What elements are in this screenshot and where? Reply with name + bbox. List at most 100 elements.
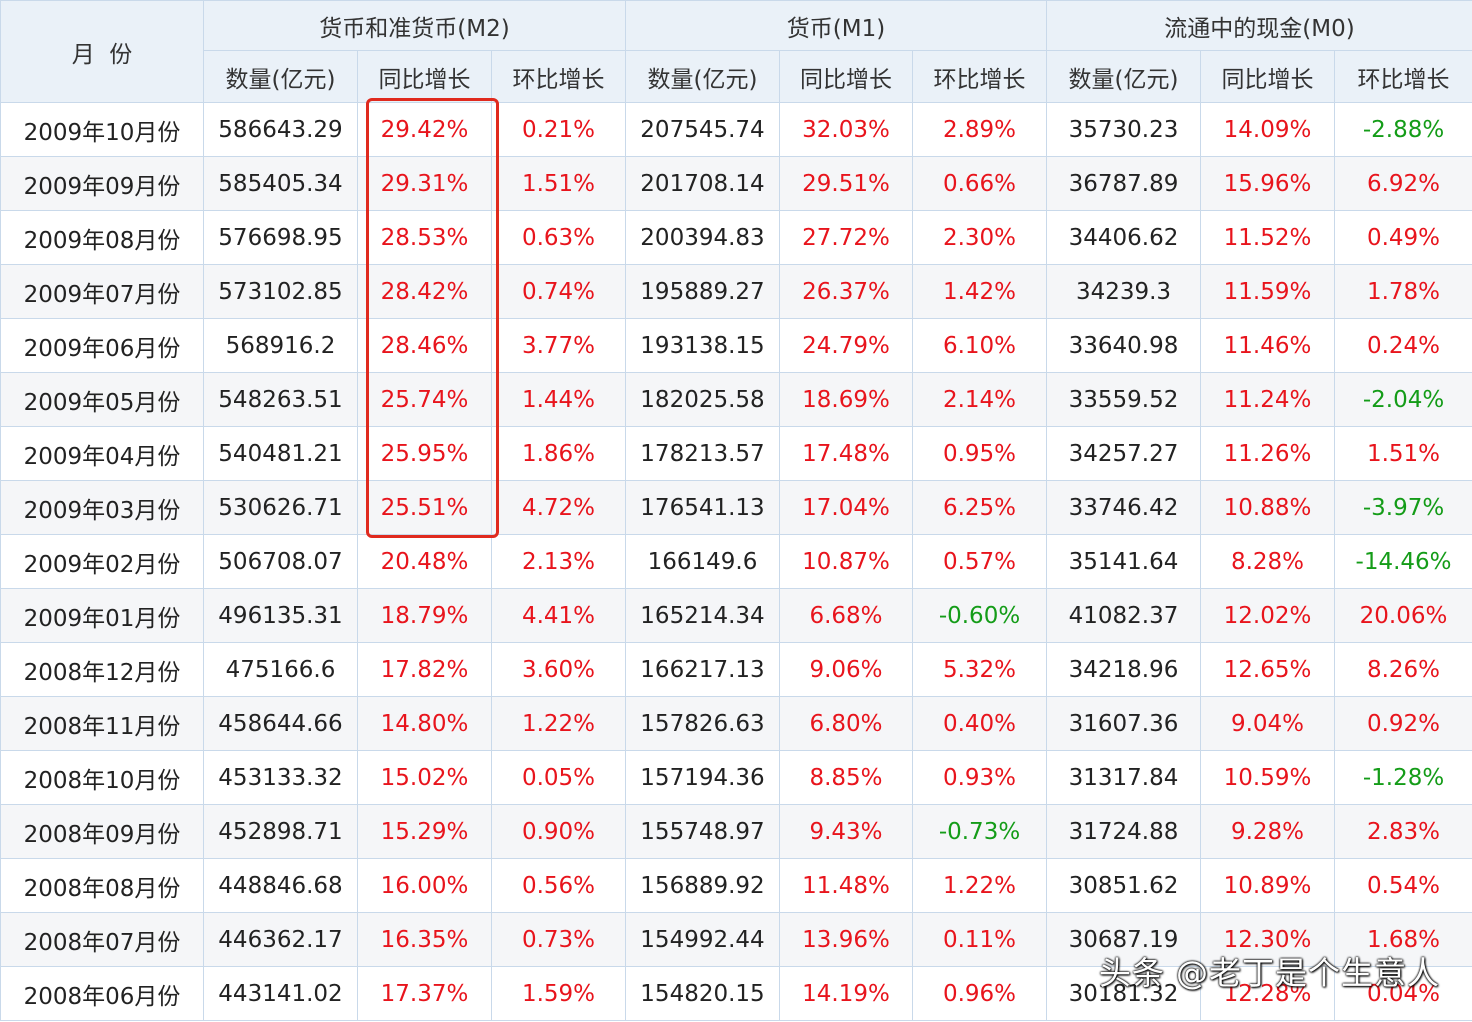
m0-yoy-cell: 12.02% <box>1200 588 1336 643</box>
m2-yoy-cell: 25.74% <box>357 372 492 427</box>
m2-quantity-header: 数量(亿元) <box>203 50 358 103</box>
m1-quantity-cell: 157194.36 <box>625 750 780 805</box>
table-row: 2008年07月份 446362.17 16.35% 0.73% 154992.44 13… <box>0 912 1472 967</box>
m1-yoy-cell: 9.43% <box>779 804 913 859</box>
m2-mom-cell: 2.13% <box>491 534 626 589</box>
m1-yoy-cell: 32.03% <box>779 102 913 157</box>
m0-quantity-cell: 31607.36 <box>1046 696 1202 751</box>
m2-quantity-cell: 576698.95 <box>203 210 358 265</box>
m2-quantity-cell: 453133.32 <box>203 750 358 805</box>
table-row: 2009年10月份 586643.29 29.42% 0.21% 207545.74 32… <box>0 102 1472 157</box>
m1-yoy-cell: 29.51% <box>779 156 913 211</box>
m1-mom-cell: -0.60% <box>911 588 1048 643</box>
m1-yoy-cell: 13.96% <box>779 912 913 967</box>
month-cell: 2009年03月份 <box>0 480 204 535</box>
m0-quantity-cell: 34239.3 <box>1046 264 1202 319</box>
m0-yoy-cell: 11.24% <box>1200 372 1336 427</box>
table-row: 2009年06月份 568916.2 28.46% 3.77% 193138.15 24.… <box>0 318 1472 373</box>
m1-mom-cell: 0.93% <box>911 750 1048 805</box>
m0-quantity-cell: 41082.37 <box>1046 588 1202 643</box>
m0-yoy-cell: 10.88% <box>1200 480 1336 535</box>
m0-mom-cell: 1.68% <box>1334 912 1472 967</box>
m0-mom-header: 环比增长 <box>1334 50 1472 103</box>
m0-group-header: 流通中的现金(M0) <box>1046 0 1472 51</box>
month-cell: 2008年07月份 <box>0 912 204 967</box>
m2-yoy-cell: 16.00% <box>357 858 492 913</box>
m1-mom-cell: 2.89% <box>911 102 1048 157</box>
m1-quantity-header: 数量(亿元) <box>625 50 780 103</box>
m0-quantity-cell: 35730.23 <box>1046 102 1202 157</box>
m2-quantity-cell: 530626.71 <box>203 480 358 535</box>
m1-quantity-cell: 154992.44 <box>625 912 780 967</box>
month-cell: 2008年08月份 <box>0 858 204 913</box>
m1-mom-cell: 2.30% <box>911 210 1048 265</box>
m0-quantity-cell: 33640.98 <box>1046 318 1202 373</box>
m2-mom-cell: 0.90% <box>491 804 626 859</box>
month-cell: 2009年01月份 <box>0 588 204 643</box>
m0-quantity-header: 数量(亿元) <box>1046 50 1202 103</box>
m1-mom-cell: 0.66% <box>911 156 1048 211</box>
month-cell: 2009年02月份 <box>0 534 204 589</box>
m0-mom-cell: -1.28% <box>1334 750 1472 805</box>
m0-yoy-header: 同比增长 <box>1200 50 1336 103</box>
month-cell: 2008年06月份 <box>0 966 204 1021</box>
m2-mom-cell: 0.56% <box>491 858 626 913</box>
m0-quantity-cell: 30851.62 <box>1046 858 1202 913</box>
m1-yoy-cell: 26.37% <box>779 264 913 319</box>
m1-mom-cell: -0.73% <box>911 804 1048 859</box>
m1-yoy-cell: 6.80% <box>779 696 913 751</box>
m0-yoy-cell: 11.26% <box>1200 426 1336 481</box>
table-row: 2009年04月份 540481.21 25.95% 1.86% 178213.57 17… <box>0 426 1472 481</box>
m1-quantity-cell: 200394.83 <box>625 210 780 265</box>
table-row: 2008年06月份 443141.02 17.37% 1.59% 154820.15 14… <box>0 966 1472 1021</box>
m1-yoy-cell: 10.87% <box>779 534 913 589</box>
month-cell: 2008年10月份 <box>0 750 204 805</box>
month-header: 月 份 <box>0 0 204 103</box>
m2-mom-cell: 1.86% <box>491 426 626 481</box>
m0-mom-cell: 8.26% <box>1334 642 1472 697</box>
m2-quantity-cell: 458644.66 <box>203 696 358 751</box>
m1-yoy-cell: 9.06% <box>779 642 913 697</box>
month-cell: 2009年06月份 <box>0 318 204 373</box>
m2-quantity-cell: 506708.07 <box>203 534 358 589</box>
m0-quantity-cell: 30181.32 <box>1046 966 1202 1021</box>
m0-yoy-cell: 15.96% <box>1200 156 1336 211</box>
m1-mom-cell: 6.10% <box>911 318 1048 373</box>
m2-mom-cell: 1.22% <box>491 696 626 751</box>
m2-yoy-cell: 28.46% <box>357 318 492 373</box>
table-row: 2008年10月份 453133.32 15.02% 0.05% 157194.36 8.… <box>0 750 1472 805</box>
m0-mom-cell: -2.04% <box>1334 372 1472 427</box>
m0-yoy-cell: 12.65% <box>1200 642 1336 697</box>
m2-yoy-cell: 28.53% <box>357 210 492 265</box>
table-body: 2009年10月份 586643.29 29.42% 0.21% 207545.74 32… <box>0 102 1472 1021</box>
m2-quantity-cell: 448846.68 <box>203 858 358 913</box>
table-row: 2008年12月份 475166.6 17.82% 3.60% 166217.13 9.0… <box>0 642 1472 697</box>
month-cell: 2009年08月份 <box>0 210 204 265</box>
m0-yoy-cell: 11.52% <box>1200 210 1336 265</box>
m0-yoy-cell: 10.89% <box>1200 858 1336 913</box>
table-row: 2008年09月份 452898.71 15.29% 0.90% 155748.97 9.… <box>0 804 1472 859</box>
m1-quantity-cell: 154820.15 <box>625 966 780 1021</box>
m1-quantity-cell: 193138.15 <box>625 318 780 373</box>
m1-quantity-cell: 157826.63 <box>625 696 780 751</box>
month-cell: 2008年11月份 <box>0 696 204 751</box>
m1-mom-cell: 0.40% <box>911 696 1048 751</box>
table-row: 2009年02月份 506708.07 20.48% 2.13% 166149.6 10.… <box>0 534 1472 589</box>
m1-quantity-cell: 195889.27 <box>625 264 780 319</box>
m0-quantity-cell: 31317.84 <box>1046 750 1202 805</box>
m2-yoy-cell: 28.42% <box>357 264 492 319</box>
table-row: 2009年01月份 496135.31 18.79% 4.41% 165214.34 6.… <box>0 588 1472 643</box>
table-row: 2009年07月份 573102.85 28.42% 0.74% 195889.27 26… <box>0 264 1472 319</box>
m0-quantity-cell: 33746.42 <box>1046 480 1202 535</box>
month-cell: 2009年04月份 <box>0 426 204 481</box>
m1-mom-cell: 0.96% <box>911 966 1048 1021</box>
m1-mom-cell: 1.42% <box>911 264 1048 319</box>
m1-quantity-cell: 155748.97 <box>625 804 780 859</box>
m0-mom-cell: -3.97% <box>1334 480 1472 535</box>
m0-mom-cell: 1.51% <box>1334 426 1472 481</box>
m2-yoy-cell: 15.29% <box>357 804 492 859</box>
m2-quantity-cell: 548263.51 <box>203 372 358 427</box>
m2-mom-header: 环比增长 <box>491 50 626 103</box>
m1-yoy-cell: 14.19% <box>779 966 913 1021</box>
m2-mom-cell: 1.44% <box>491 372 626 427</box>
